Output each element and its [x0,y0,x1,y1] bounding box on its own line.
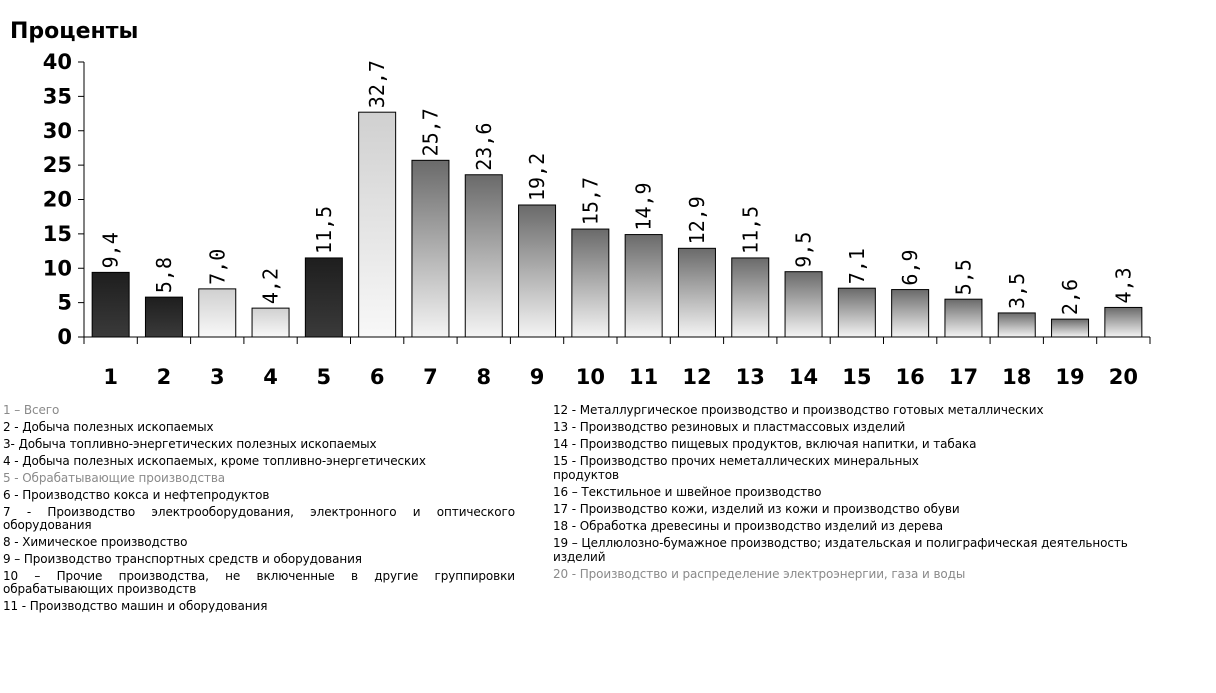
bar [677,247,716,338]
x-tick-label: 13 [736,365,765,389]
legend-item: 3- Добыча топливно-энергетических полезн… [3,437,377,451]
legend-item: изделий [553,550,606,564]
legend-item: 6 - Производство кокса и нефтепродуктов [3,488,270,502]
bar [304,257,343,338]
data-label: 4,3 [1111,267,1135,303]
bar [837,287,876,338]
bars [91,111,1143,338]
bar [731,257,770,338]
x-tick-label: 18 [1002,365,1031,389]
y-tick-label: 40 [43,50,72,74]
bar [997,312,1036,338]
legend-item: 8 - Химическое производство [3,535,188,549]
data-label: 23,6 [472,123,496,171]
legend-item: продуктов [553,468,619,482]
x-tick-label: 12 [682,365,711,389]
data-label: 15,7 [578,177,602,225]
x-tick-label: 8 [476,365,491,389]
legend-item: 15 - Производство прочих неметаллических… [553,454,919,468]
bar [464,174,503,338]
chart-title: Проценты [10,19,138,44]
y-tick-label: 30 [43,119,72,143]
data-labels: 9,4 5,8 7,0 4,2 11,5 32,7 25,7 23,6 19,2 15,7 14,9… [99,60,1136,315]
bar [251,307,290,338]
bar [624,234,663,338]
data-label: 12,9 [685,196,709,244]
bar [518,204,557,338]
y-tick-label: 25 [43,153,72,177]
legend-item: 5 - Обрабатывающие производства [3,471,226,485]
data-label: 5,8 [152,257,176,293]
x-tick-label: 7 [423,365,438,389]
legend-item: 17 - Производство кожи, изделий из кожи … [553,502,960,516]
data-label: 19,2 [525,153,549,201]
legend-right-column: 12 - Металлургическое производство и про… [553,404,1213,585]
x-tick-label: 1 [103,365,118,389]
x-tick-label: 16 [896,365,925,389]
bar [198,288,237,338]
data-label: 32,7 [365,60,389,108]
bar [358,111,397,338]
y-tick-label: 5 [57,291,72,315]
y-tick-label: 20 [43,188,72,212]
legend-item: 1 – Всего [3,403,60,417]
legend-item: 11 - Производство машин и оборудования [3,599,268,613]
bar [1051,318,1090,338]
x-tick-label: 2 [157,365,172,389]
legend-item: 19 – Целлюлозно-бумажное производство; и… [553,536,1128,550]
legend-item: 4 - Добыча полезных ископаемых, кроме то… [3,454,426,468]
legend-left-column: 1 – Всего 2 - Добыча полезных ископаемых 3… [3,404,515,617]
x-tick-label: 4 [263,365,278,389]
x-tick-label: 9 [530,365,545,389]
bar [411,159,450,338]
bar [944,298,983,338]
x-tick-label: 14 [789,365,818,389]
y-tick-label: 35 [43,84,72,108]
data-label: 9,5 [792,232,816,268]
x-tick-label: 15 [842,365,871,389]
data-label: 7,0 [205,249,229,285]
legend-item: 9 – Производство транспортных средств и … [3,552,362,566]
bar [144,296,183,338]
bar [91,271,130,338]
data-label: 11,5 [738,206,762,254]
bar [784,271,823,338]
data-label: 5,5 [951,259,975,295]
y-tick-label: 10 [43,256,72,280]
data-label: 6,9 [898,249,922,285]
x-axis: 1 2 3 4 5 6 7 8 9 10 11 12 13 14 15 16 17 18 19 20 [83,336,1151,389]
bar [891,289,930,338]
y-tick-label: 15 [43,222,72,246]
x-tick-label: 3 [210,365,225,389]
x-tick-label: 11 [629,365,658,389]
data-label: 7,1 [845,248,869,284]
legend-item: 2 - Добыча полезных ископаемых [3,420,214,434]
legend-item: 10 – Прочие производства, не включенные … [3,569,515,596]
bar [1104,306,1143,338]
legend-item: 14 - Производство пищевых продуктов, вкл… [553,437,977,451]
legend-item: 20 - Производство и распределение электр… [553,567,966,581]
y-axis: 0 5 10 15 20 25 30 35 40 [43,50,85,349]
data-label: 3,5 [1005,273,1029,309]
data-label: 2,6 [1058,279,1082,315]
legend-item: 18 - Обработка древесины и производство … [553,519,943,533]
data-label: 4,2 [259,268,283,304]
data-label: 25,7 [418,108,442,156]
x-tick-label: 17 [949,365,978,389]
x-tick-label: 6 [370,365,385,389]
data-label: 11,5 [312,206,336,254]
legend-item: 7 - Производство электрооборудования, эл… [3,505,515,532]
legend-item: 13 - Производство резиновых и пластмассо… [553,420,906,434]
bar [571,228,610,338]
legend-item: 12 - Металлургическое производство и про… [553,403,1044,417]
x-tick-label: 5 [317,365,332,389]
legend-item: 16 – Текстильное и швейное производство [553,485,822,499]
data-label: 14,9 [632,182,656,230]
x-tick-label: 10 [576,365,605,389]
y-tick-label: 0 [57,325,72,349]
data-label: 9,4 [99,232,123,268]
x-tick-label: 20 [1109,365,1138,389]
x-tick-label: 19 [1055,365,1084,389]
